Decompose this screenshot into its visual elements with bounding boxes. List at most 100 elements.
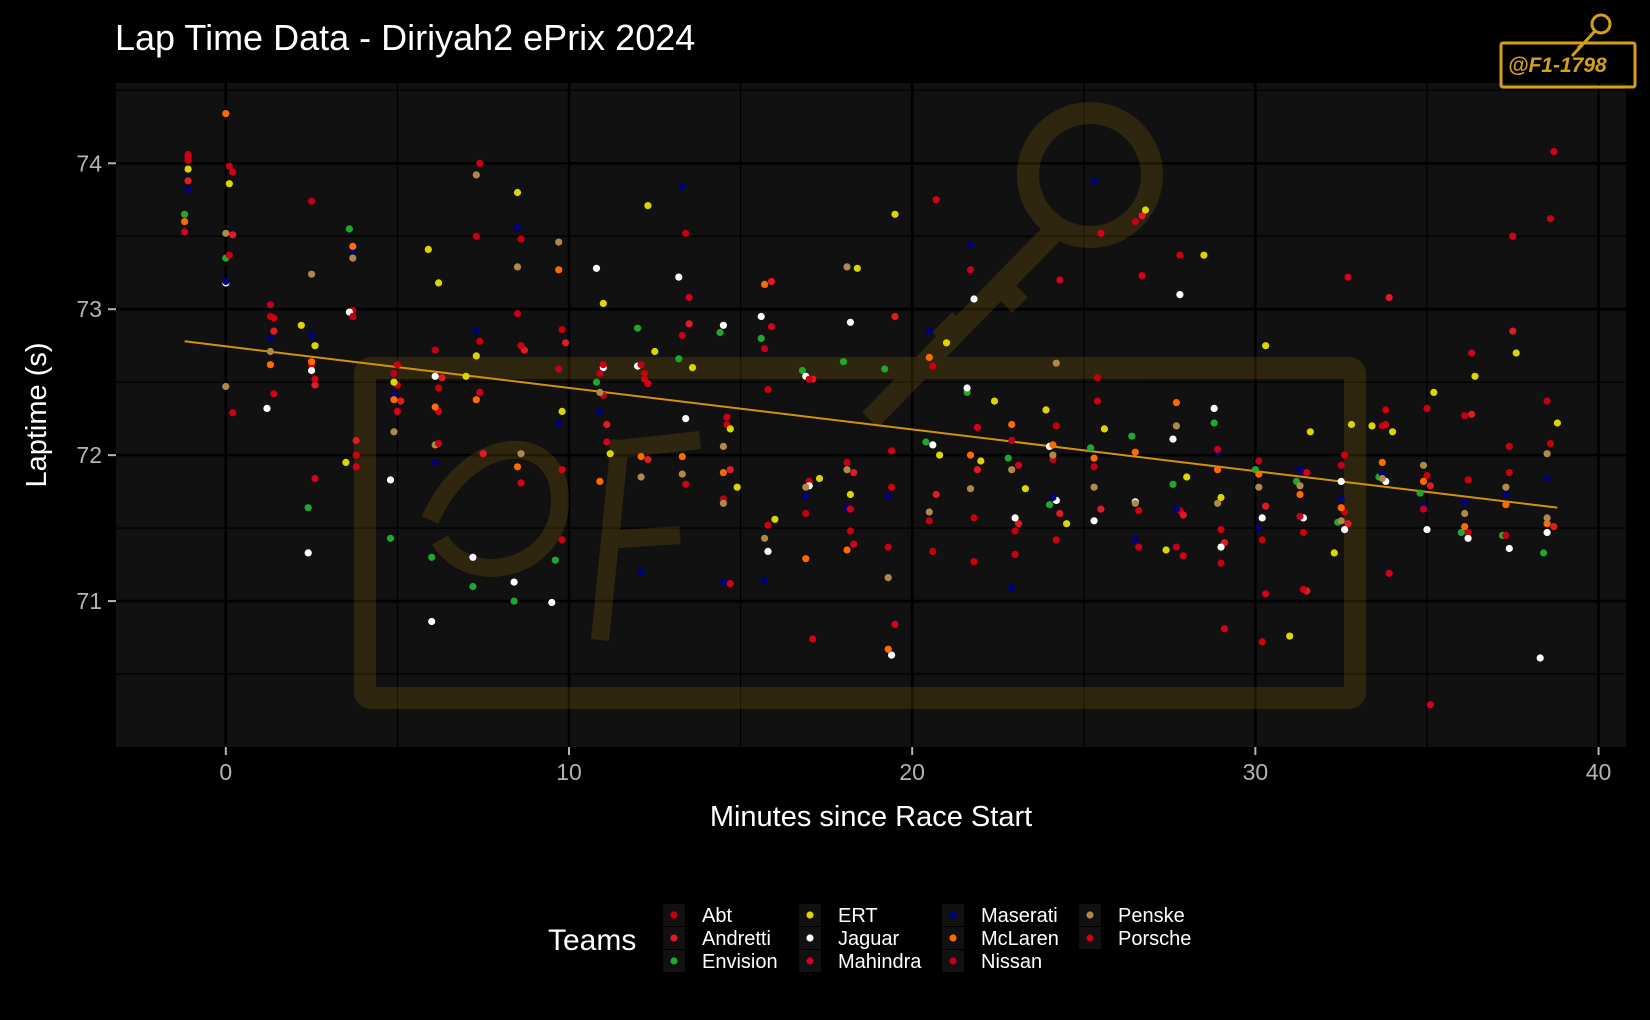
legend-marker	[806, 957, 814, 965]
data-point	[1015, 520, 1023, 528]
legend-marker	[806, 934, 814, 942]
data-point	[726, 425, 734, 433]
data-point	[1042, 406, 1050, 414]
data-point	[1008, 584, 1016, 592]
data-point	[815, 474, 824, 483]
legend-label: McLaren	[981, 928, 1059, 950]
data-point	[966, 241, 975, 249]
legend-item-mclaren: McLaren	[942, 927, 1059, 950]
y-tick-label: 74	[76, 150, 102, 176]
y-axis-title: Laptime (s)	[21, 342, 53, 487]
data-point	[764, 521, 772, 529]
legend-marker	[670, 957, 678, 965]
data-point	[1337, 517, 1345, 525]
data-point	[592, 378, 601, 386]
data-point	[1543, 397, 1551, 405]
data-point	[1423, 404, 1431, 412]
data-point	[1021, 485, 1029, 493]
data-point	[1183, 473, 1191, 481]
data-point	[181, 218, 189, 226]
data-point	[1543, 450, 1551, 458]
legend-marker	[670, 934, 678, 942]
data-point	[342, 458, 350, 466]
data-point	[1509, 232, 1517, 240]
data-point	[349, 312, 357, 321]
data-point	[802, 509, 810, 518]
data-point	[184, 165, 192, 173]
data-point	[1337, 504, 1345, 512]
data-point	[311, 342, 319, 350]
data-point	[1049, 493, 1057, 502]
data-point	[390, 378, 398, 386]
data-point	[184, 185, 192, 194]
data-point	[1011, 550, 1019, 559]
data-point	[1303, 469, 1311, 477]
data-point	[726, 466, 734, 474]
data-point	[390, 390, 398, 398]
data-point	[678, 183, 686, 191]
data-point	[469, 553, 477, 561]
legend-item-nissan: Nissan	[942, 950, 1042, 973]
data-point	[1468, 410, 1476, 418]
data-point	[1341, 451, 1349, 459]
data-point	[843, 466, 851, 474]
data-point	[1368, 422, 1376, 430]
data-point	[1179, 511, 1187, 519]
series-nissan	[184, 150, 1551, 551]
data-point	[637, 568, 645, 576]
data-point	[1093, 374, 1102, 382]
data-point	[1419, 477, 1428, 485]
data-point	[435, 384, 443, 392]
data-point	[1210, 419, 1218, 427]
data-point	[1011, 514, 1019, 522]
data-point	[675, 273, 683, 281]
data-point	[970, 295, 978, 303]
data-point	[1262, 590, 1270, 598]
data-point	[1169, 480, 1177, 488]
data-point	[1457, 528, 1465, 537]
data-point	[1382, 406, 1390, 414]
data-point	[1389, 428, 1397, 436]
data-point	[1100, 425, 1108, 433]
data-point	[802, 492, 810, 500]
data-point	[805, 375, 813, 383]
data-point	[1505, 469, 1513, 477]
data-point	[891, 620, 899, 629]
x-tick-label: 0	[219, 759, 232, 785]
data-point	[1128, 432, 1136, 440]
data-point	[932, 490, 940, 499]
data-point	[977, 457, 985, 465]
data-point	[476, 159, 484, 167]
legend-item-porsche: Porsche	[1079, 927, 1191, 950]
background-watermark	[354, 102, 1366, 709]
data-point	[558, 326, 566, 334]
data-point	[1553, 419, 1561, 427]
data-point	[390, 428, 398, 436]
data-point	[1347, 420, 1356, 429]
data-point	[640, 375, 649, 383]
data-point	[719, 469, 728, 477]
data-point	[685, 293, 693, 302]
series-ert	[184, 165, 1561, 640]
data-point	[719, 442, 728, 450]
data-point	[1262, 342, 1270, 350]
data-point	[1217, 543, 1225, 551]
data-point	[349, 242, 357, 250]
data-point	[1169, 435, 1177, 443]
data-point	[678, 331, 686, 340]
trend-line	[184, 340, 1558, 509]
data-point	[1131, 536, 1139, 544]
data-point	[1461, 498, 1469, 506]
data-point	[1049, 451, 1057, 459]
data-point	[925, 353, 933, 361]
data-point	[839, 358, 848, 366]
data-point	[1008, 420, 1016, 429]
data-point	[513, 223, 522, 232]
data-point	[225, 180, 233, 188]
data-point	[1464, 534, 1472, 542]
data-point	[925, 517, 933, 525]
data-point	[891, 210, 899, 218]
data-point	[390, 369, 398, 377]
